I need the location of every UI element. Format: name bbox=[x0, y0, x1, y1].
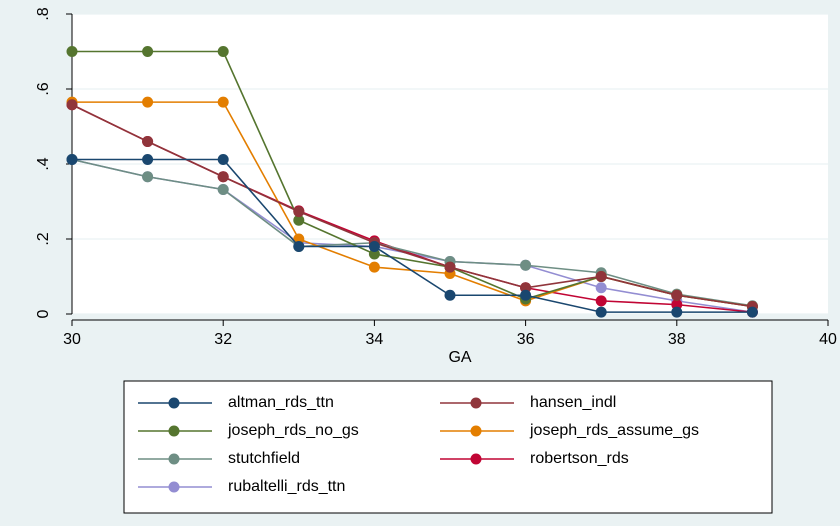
y-tick-label: .4 bbox=[35, 157, 52, 170]
data-point bbox=[217, 46, 229, 57]
data-point bbox=[595, 295, 607, 307]
x-axis-label: GA bbox=[448, 349, 471, 366]
x-tick-label: 34 bbox=[366, 331, 384, 348]
axes: 0 .2 .4 .6 .8 30 32 34 36 38 40 bbox=[35, 7, 837, 348]
legend-marker bbox=[470, 425, 482, 437]
legend-item-joseph_rds_no_gs: joseph_rds_no_gs bbox=[138, 422, 359, 439]
data-point bbox=[217, 184, 229, 195]
data-point bbox=[293, 206, 305, 218]
data-point bbox=[142, 171, 154, 183]
data-point bbox=[217, 96, 229, 108]
data-point bbox=[444, 261, 456, 273]
legend-marker bbox=[168, 481, 180, 493]
series-layer bbox=[66, 46, 758, 318]
data-point bbox=[595, 271, 607, 282]
series-line bbox=[71, 158, 753, 307]
data-point bbox=[520, 289, 532, 301]
y-tick-label: .8 bbox=[35, 7, 52, 20]
data-point bbox=[746, 306, 758, 318]
legend-item-hansen_indl: hansen_indl bbox=[440, 394, 616, 411]
y-tick-label: .6 bbox=[35, 82, 52, 95]
legend: altman_rds_ttn hansen_indl joseph_rds_no_g… bbox=[123, 380, 773, 514]
x-tick-label: 40 bbox=[819, 331, 837, 348]
data-point bbox=[66, 99, 78, 111]
data-point bbox=[142, 136, 154, 147]
data-point bbox=[142, 46, 154, 57]
legend-marker bbox=[168, 397, 180, 409]
legend-marker bbox=[470, 453, 482, 465]
data-point bbox=[142, 96, 154, 108]
series-line bbox=[72, 158, 753, 313]
data-point bbox=[66, 154, 78, 165]
data-point bbox=[368, 261, 380, 273]
data-point bbox=[368, 241, 380, 252]
legend-label: robertson_rds bbox=[530, 450, 629, 467]
y-tick-label: 0 bbox=[35, 309, 52, 318]
data-point bbox=[444, 289, 456, 301]
legend-label: rubaltelli_rds_ttn bbox=[228, 478, 345, 495]
legend-item-robertson_rds: robertson_rds bbox=[440, 450, 629, 467]
legend-label: joseph_rds_assume_gs bbox=[529, 422, 699, 439]
x-tick-label: 36 bbox=[517, 331, 535, 348]
x-tick-label: 30 bbox=[63, 331, 81, 348]
data-point bbox=[520, 259, 532, 271]
legend-marker bbox=[168, 425, 180, 437]
legend-label: stutchfield bbox=[228, 450, 300, 467]
data-point bbox=[217, 171, 229, 183]
legend-marker bbox=[470, 397, 482, 409]
legend-item-altman_rds_ttn: altman_rds_ttn bbox=[138, 394, 334, 411]
x-tick-label: 32 bbox=[214, 331, 232, 348]
legend-item-stutchfield: stutchfield bbox=[138, 450, 300, 467]
y-tick-label: .2 bbox=[35, 232, 52, 245]
data-point bbox=[671, 306, 683, 318]
data-point bbox=[293, 241, 305, 252]
legend-item-joseph_rds_assume_gs: joseph_rds_assume_gs bbox=[440, 422, 699, 439]
data-point bbox=[142, 154, 154, 165]
data-point bbox=[66, 46, 78, 57]
legend-item-rubaltelli_rds_ttn: rubaltelli_rds_ttn bbox=[138, 478, 345, 495]
legend-marker bbox=[168, 453, 180, 465]
series-altman_rds_ttn bbox=[66, 154, 758, 318]
data-point bbox=[595, 282, 607, 294]
legend-label: altman_rds_ttn bbox=[228, 394, 334, 411]
data-point bbox=[293, 214, 305, 226]
gridlines bbox=[72, 13, 828, 315]
legend-box bbox=[123, 380, 773, 514]
x-tick-label: 38 bbox=[668, 331, 686, 348]
legend-label: hansen_indl bbox=[530, 394, 616, 411]
legend-label: joseph_rds_no_gs bbox=[227, 422, 359, 439]
data-point bbox=[595, 306, 607, 318]
data-point bbox=[217, 154, 229, 165]
data-point bbox=[671, 289, 683, 301]
